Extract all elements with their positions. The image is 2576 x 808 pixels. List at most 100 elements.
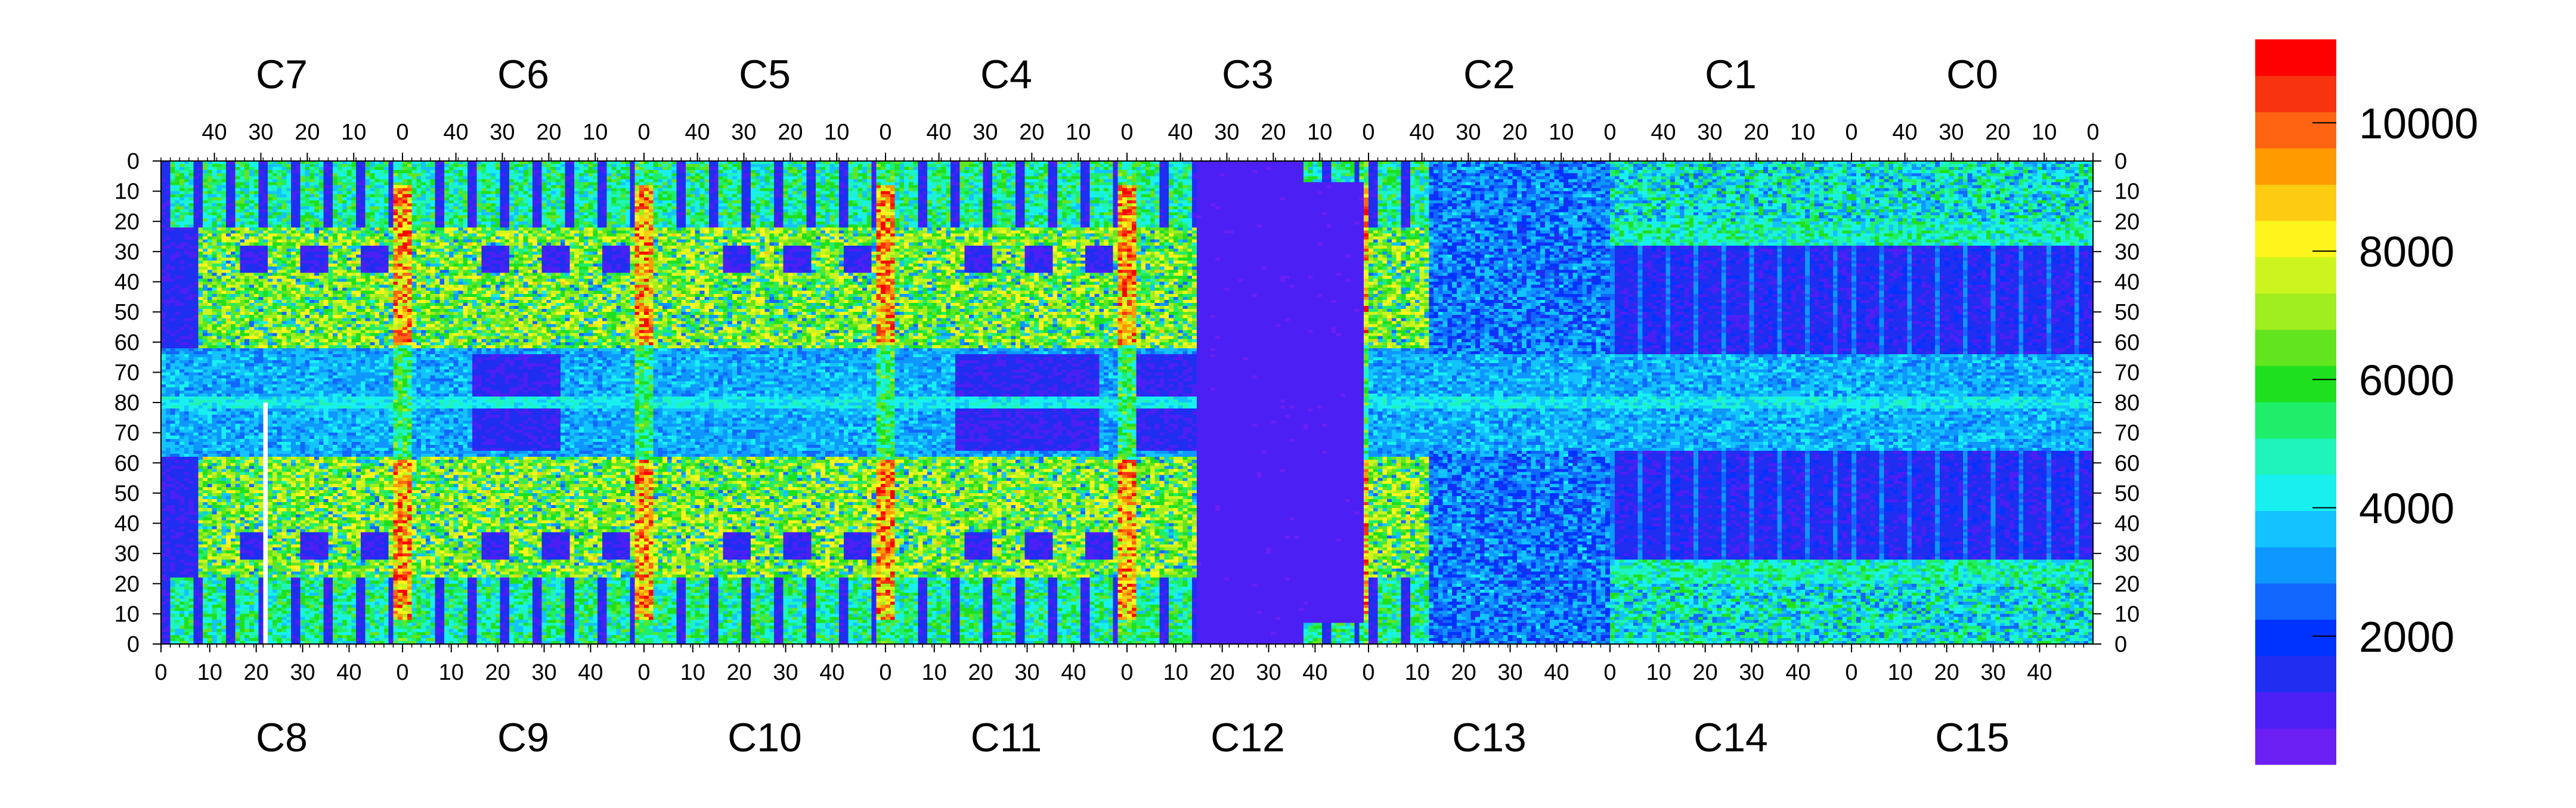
top-tick-label: 40 <box>1651 120 1676 145</box>
colorbar-segment <box>2255 583 2336 620</box>
chip-label-top: C0 <box>1946 52 1998 97</box>
top-tick-label: 30 <box>1939 120 1964 145</box>
top-tick-label: 0 <box>879 120 891 145</box>
top-tick-label: 20 <box>1019 120 1044 145</box>
chip-label-bottom: C14 <box>1693 715 1768 760</box>
right-tick-label: 50 <box>2114 481 2140 506</box>
top-tick-label: 30 <box>490 120 515 145</box>
left-tick-label: 30 <box>114 541 140 566</box>
bottom-tick-label: 0 <box>637 660 650 685</box>
top-tick-label: 30 <box>973 120 998 145</box>
right-tick-label: 0 <box>2114 149 2127 174</box>
right-tick-label: 40 <box>2114 270 2140 295</box>
chip-label-top: C6 <box>497 52 549 97</box>
top-tick-label: 0 <box>637 120 650 145</box>
bottom-tick-label: 0 <box>1120 660 1133 685</box>
bottom-tick-label: 20 <box>1934 660 1959 685</box>
top-tick-label: 20 <box>536 120 561 145</box>
bottom-tick-label: 10 <box>197 660 222 685</box>
colorbar-segment <box>2255 728 2336 765</box>
left-tick-label: 0 <box>127 149 140 174</box>
top-tick-label: 10 <box>583 120 608 145</box>
bottom-tick-label: 10 <box>1646 660 1671 685</box>
bottom-tick-label: 30 <box>290 660 315 685</box>
right-tick-label: 10 <box>2114 179 2140 205</box>
bottom-tick-label: 0 <box>1362 660 1374 685</box>
top-tick-label: 20 <box>1985 120 2010 145</box>
colorbar-segment <box>2255 402 2336 439</box>
chip-label-bottom: C13 <box>1452 715 1527 760</box>
colorbar-tick-label: 8000 <box>2359 228 2454 276</box>
top-tick-label: 10 <box>1549 120 1574 145</box>
right-tick-label: 20 <box>2114 209 2140 234</box>
bottom-tick-label: 20 <box>1693 660 1718 685</box>
top-tick-label: 40 <box>1409 120 1434 145</box>
top-tick-label: 10 <box>1066 120 1091 145</box>
chip-label-bottom: C10 <box>727 715 802 760</box>
colorbar-segment <box>2255 75 2336 113</box>
top-tick-label: 30 <box>1697 120 1722 145</box>
right-tick-label: 80 <box>2114 391 2140 416</box>
left-tick-label: 0 <box>127 632 140 657</box>
chip-label-top: C5 <box>739 52 791 97</box>
chip-label-bottom: C15 <box>1935 715 2010 760</box>
top-tick-label: 0 <box>1120 120 1133 145</box>
top-tick-label: 20 <box>295 120 320 145</box>
bottom-tick-label: 40 <box>578 660 603 685</box>
bottom-tick-label: 30 <box>1980 660 2005 685</box>
chip-label-bottom: C11 <box>971 715 1042 760</box>
bottom-tick-label: 20 <box>485 660 510 685</box>
bottom-tick-label: 10 <box>439 660 464 685</box>
chip-label-top: C4 <box>980 52 1032 97</box>
colorbar-segment <box>2255 112 2336 148</box>
right-tick-label: 30 <box>2114 541 2140 566</box>
left-tick-label: 20 <box>114 209 140 234</box>
top-tick-label: 0 <box>1603 120 1616 145</box>
top-tick-label: 0 <box>1362 120 1374 145</box>
left-tick-label: 70 <box>114 421 140 446</box>
left-tick-label: 80 <box>114 391 140 416</box>
bottom-tick-label: 40 <box>336 660 361 685</box>
bottom-tick-label: 0 <box>879 660 891 685</box>
right-tick-label: 60 <box>2114 330 2140 355</box>
bottom-tick-label: 20 <box>727 660 752 685</box>
colorbar: 2000 4000 6000 8000 10000 <box>2255 39 2478 765</box>
colorbar-segment <box>2255 184 2336 221</box>
chip-label-top: C7 <box>256 52 308 97</box>
top-tick-label: 20 <box>1502 120 1527 145</box>
top-tick-label: 0 <box>1845 120 1857 145</box>
bottom-tick-label: 10 <box>922 660 947 685</box>
chip-label-top: C3 <box>1222 52 1274 97</box>
left-tick-label: 40 <box>114 512 140 537</box>
left-tick-label: 10 <box>114 602 140 627</box>
colorbar-segment <box>2255 148 2336 185</box>
bottom-tick-label: 0 <box>154 660 167 685</box>
right-tick-label: 50 <box>2114 300 2140 325</box>
top-tick-label: 40 <box>443 120 468 145</box>
top-tick-label: 40 <box>202 120 227 145</box>
bottom-tick-label: 40 <box>2027 660 2052 685</box>
colorbar-segment <box>2255 256 2336 294</box>
right-tick-label: 60 <box>2114 451 2140 476</box>
chip-label-top: C1 <box>1705 52 1757 97</box>
colorbar-segment <box>2255 692 2336 729</box>
left-tick-label: 50 <box>114 481 140 506</box>
bottom-tick-label: 0 <box>1845 660 1857 685</box>
top-tick-label: 20 <box>1261 120 1286 145</box>
left-tick-label: 60 <box>114 330 140 355</box>
bottom-tick-label: 40 <box>1061 660 1086 685</box>
left-tick-label: 10 <box>114 179 140 205</box>
bottom-tick-label: 30 <box>1014 660 1039 685</box>
top-tick-label: 30 <box>731 120 756 145</box>
bottom-tick-label: 40 <box>819 660 844 685</box>
colorbar-tick-label: 6000 <box>2359 357 2454 404</box>
bottom-tick-label: 10 <box>1405 660 1430 685</box>
top-tick-label: 10 <box>341 120 366 145</box>
colorbar-segment <box>2255 221 2336 258</box>
bottom-tick-label: 10 <box>1888 660 1913 685</box>
left-tick-label: 30 <box>114 240 140 265</box>
colorbar-segment <box>2255 510 2336 547</box>
bottom-tick-label: 0 <box>1603 660 1616 685</box>
